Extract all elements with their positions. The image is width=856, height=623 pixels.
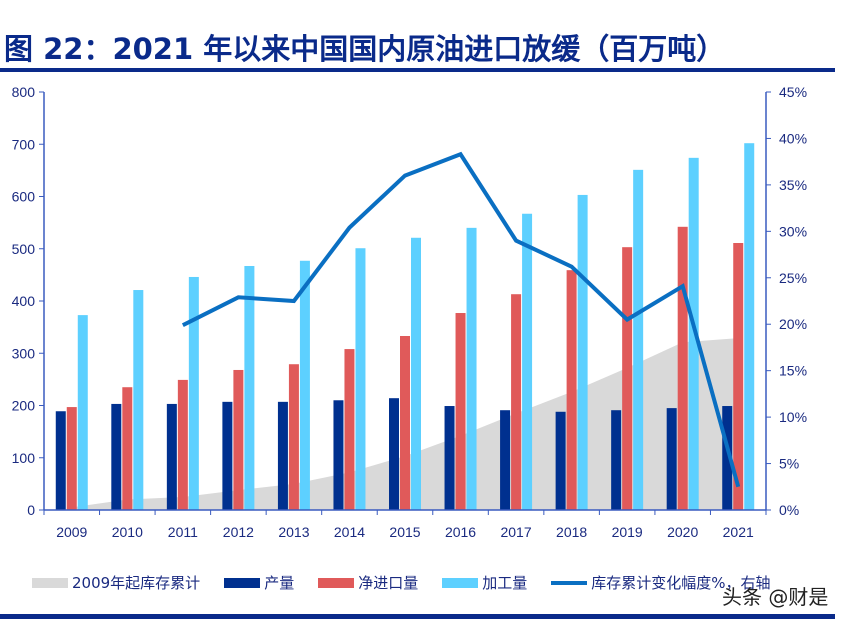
x-tick-label: 2016: [445, 524, 476, 540]
right-tick-label: 25%: [779, 270, 807, 286]
bar-production-2014: [333, 400, 344, 510]
bar-net-import-2009: [66, 407, 77, 510]
bar-processing-2017: [522, 213, 533, 510]
right-tick-label: 40%: [779, 130, 807, 146]
bar-processing-2016: [466, 227, 477, 510]
bar-net-import-2011: [177, 379, 188, 510]
right-tick-label: 0%: [779, 502, 799, 518]
x-tick-label: 2015: [389, 524, 420, 540]
chart-plot: 0 100 200 300 400 500 600 700 800 0% 5% 10% 15% 20% 25…: [12, 84, 807, 540]
chart-title: 图 22：2021 年以来中国国内原油进口放缓（百万吨）: [4, 32, 726, 66]
bar-net-import-2019: [622, 247, 633, 510]
legend-item: 净进口量: [318, 572, 418, 593]
bar-net-import-2014: [344, 349, 355, 510]
bar-production-2017: [500, 410, 511, 510]
legend-item: 加工量: [442, 572, 527, 593]
legend-swatch: [318, 577, 355, 588]
bar-production-2011: [166, 403, 177, 510]
bar-net-import-2013: [288, 364, 299, 510]
bar-production-2020: [666, 408, 677, 510]
bar-processing-2021: [744, 143, 755, 510]
bar-net-import-2015: [400, 336, 410, 510]
legend-label: 产量: [264, 574, 295, 592]
bar-production-2018: [555, 411, 566, 510]
left-tick-label: 0: [27, 502, 35, 518]
bar-production-2021: [722, 406, 733, 510]
bar-net-import-2016: [455, 313, 466, 510]
left-tick-label: 300: [12, 345, 36, 361]
bar-production-2012: [222, 401, 233, 510]
title-underline: [0, 68, 835, 72]
x-tick-label: 2010: [112, 524, 143, 540]
right-tick-label: 30%: [779, 223, 807, 239]
bar-processing-2011: [188, 276, 199, 510]
x-tick-label: 2020: [667, 524, 698, 540]
bar-processing-2013: [299, 260, 310, 510]
x-tick-label: 2018: [556, 524, 587, 540]
right-tick-label: 15%: [779, 363, 807, 379]
legend-swatch: [32, 577, 68, 588]
bar-processing-2012: [244, 265, 255, 510]
bar-production-2015: [389, 398, 399, 510]
x-tick-label: 2011: [168, 524, 198, 540]
bar-processing-2009: [77, 315, 88, 510]
left-tick-label: 600: [12, 189, 36, 205]
left-tick-label: 200: [12, 398, 36, 414]
right-tick-label: 10%: [779, 409, 807, 425]
legend-label: 2009年起库存累计: [72, 574, 201, 592]
bar-production-2019: [611, 410, 622, 510]
bar-net-import-2021: [733, 243, 744, 510]
right-tick-label: 35%: [779, 177, 807, 193]
bar-production-2009: [55, 411, 66, 510]
bar-production-2013: [277, 401, 288, 510]
legend-swatch: [442, 577, 479, 588]
bar-net-import-2010: [122, 387, 133, 510]
x-tick-label: 2013: [278, 524, 309, 540]
bar-production-2016: [444, 406, 455, 510]
x-tick-label: 2019: [612, 524, 643, 540]
bar-processing-2014: [355, 248, 366, 511]
x-tick-label: 2014: [334, 524, 365, 540]
bar-processing-2020: [688, 157, 699, 510]
left-tick-label: 500: [12, 241, 36, 257]
right-tick-label: 5%: [779, 456, 799, 472]
bar-processing-2018: [577, 194, 588, 510]
left-tick-label: 100: [12, 450, 36, 466]
left-tick-label: 400: [12, 293, 36, 309]
bar-net-import-2020: [677, 226, 688, 510]
left-tick-label: 800: [12, 84, 36, 100]
legend-swatch: [224, 577, 261, 588]
legend-label: 库存累计变化幅度%，右轴: [591, 574, 771, 592]
bar-processing-2010: [133, 290, 144, 510]
legend: 2009年起库存累计 产量 净进口量 加工量 库存累计变化幅度%，右轴: [32, 572, 795, 593]
x-tick-label: 2009: [56, 524, 87, 540]
right-tick-label: 20%: [779, 316, 807, 332]
legend-item: 产量: [224, 572, 294, 593]
legend-item: 库存累计变化幅度%，右轴: [551, 572, 771, 593]
bar-processing-2019: [633, 169, 644, 511]
bottom-rule: [0, 614, 835, 619]
bar-production-2010: [111, 403, 122, 510]
left-tick-label: 700: [12, 136, 36, 152]
legend-item: 2009年起库存累计: [32, 572, 200, 593]
right-tick-label: 45%: [779, 84, 807, 100]
legend-label: 加工量: [482, 574, 528, 592]
bar-net-import-2017: [511, 294, 522, 510]
bar-processing-2015: [411, 237, 421, 510]
legend-label: 净进口量: [358, 574, 419, 592]
bar-net-import-2018: [566, 270, 577, 510]
x-tick-label: 2021: [723, 524, 754, 540]
watermark: 头条 @财是: [722, 585, 829, 609]
x-tick-label: 2012: [223, 524, 254, 540]
legend-swatch: [551, 580, 588, 585]
x-tick-label: 2017: [500, 524, 531, 540]
bar-net-import-2012: [233, 369, 244, 510]
